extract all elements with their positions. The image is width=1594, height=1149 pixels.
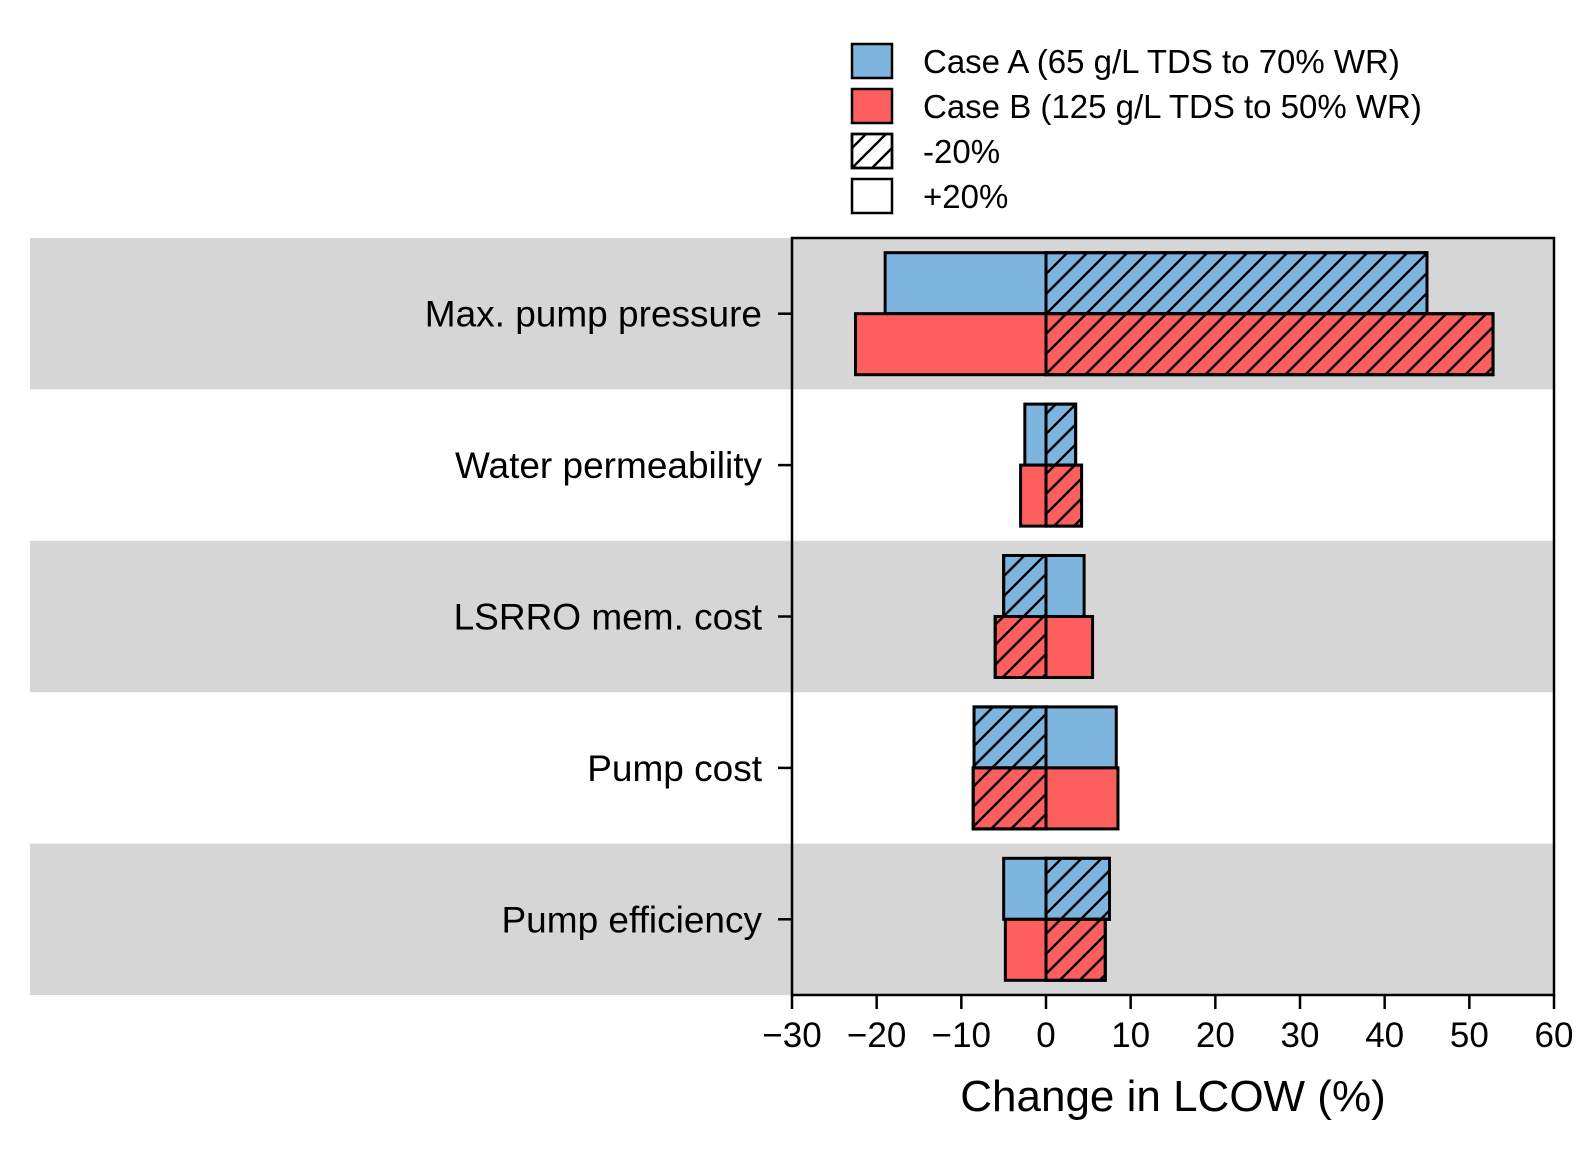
bar-hatch-overlay [1044,856,1111,921]
category-label: Max. pump pressure [425,294,762,335]
x-tick-label: 60 [1535,1016,1574,1055]
bar-case-b-plus20 [1044,615,1095,679]
bar-hatch-overlay [1044,402,1078,467]
legend: Case A (65 g/L TDS to 70% WR) Case B (125… [850,42,1422,215]
x-tick-label: 0 [1036,1016,1055,1055]
legend-swatch [850,177,894,215]
bars [854,251,1495,982]
axes: −30 −20 −10 0 10 20 30 40 50 60 Change in LCOW (%)… [425,236,1574,1121]
bar-hatch-overlay [993,615,1048,679]
category-label: Pump efficiency [502,899,763,940]
bar-hatch-overlay [1044,463,1084,528]
legend-item: Case B (125 g/L TDS to 50% WR) [850,87,1422,125]
x-tick-label: 50 [1450,1016,1489,1055]
bar-case-a-plus20 [1044,705,1118,770]
x-axis-title: Change in LCOW (%) [960,1072,1385,1121]
bar-case-a-plus20 [1002,856,1048,921]
bar-case-b-plus20 [1003,917,1048,982]
legend-item: +20% [850,177,1008,215]
category-label: LSRRO mem. cost [454,597,763,638]
x-tick-label: 20 [1196,1016,1235,1055]
legend-label: -20% [923,133,1000,170]
x-tick-label: 30 [1281,1016,1320,1055]
x-tick-label: −10 [932,1016,991,1055]
x-tick-label: −30 [762,1016,821,1055]
x-tick-label: 10 [1111,1016,1150,1055]
bar-hatch-overlay [972,705,1048,770]
legend-hatch-swatch [850,132,894,170]
x-tick-label: 40 [1365,1016,1404,1055]
x-tick-label: −20 [847,1016,906,1055]
legend-swatch [850,87,894,125]
category-label: Water permeability [455,445,763,486]
bar-case-a-plus20 [1044,554,1086,618]
legend-label: Case A (65 g/L TDS to 70% WR) [923,43,1400,80]
bar-hatch-overlay [971,766,1048,831]
legend-label: +20% [923,178,1008,215]
bar-case-b-plus20 [1019,463,1048,528]
bar-hatch-overlay [1044,312,1495,377]
bar-hatch-overlay [1002,554,1048,618]
bar-hatch-overlay [1044,251,1429,316]
legend-label: Case B (125 g/L TDS to 50% WR) [923,88,1422,125]
category-label: Pump cost [587,748,763,789]
bar-case-b-plus20 [1044,766,1120,831]
bar-case-a-plus20 [1023,402,1048,467]
legend-item: -20% [850,132,1000,170]
bar-case-b-plus20 [854,312,1048,377]
legend-item: Case A (65 g/L TDS to 70% WR) [850,42,1400,80]
legend-swatch [850,42,894,80]
bar-hatch-overlay [1044,917,1107,982]
bar-case-a-plus20 [883,251,1048,316]
